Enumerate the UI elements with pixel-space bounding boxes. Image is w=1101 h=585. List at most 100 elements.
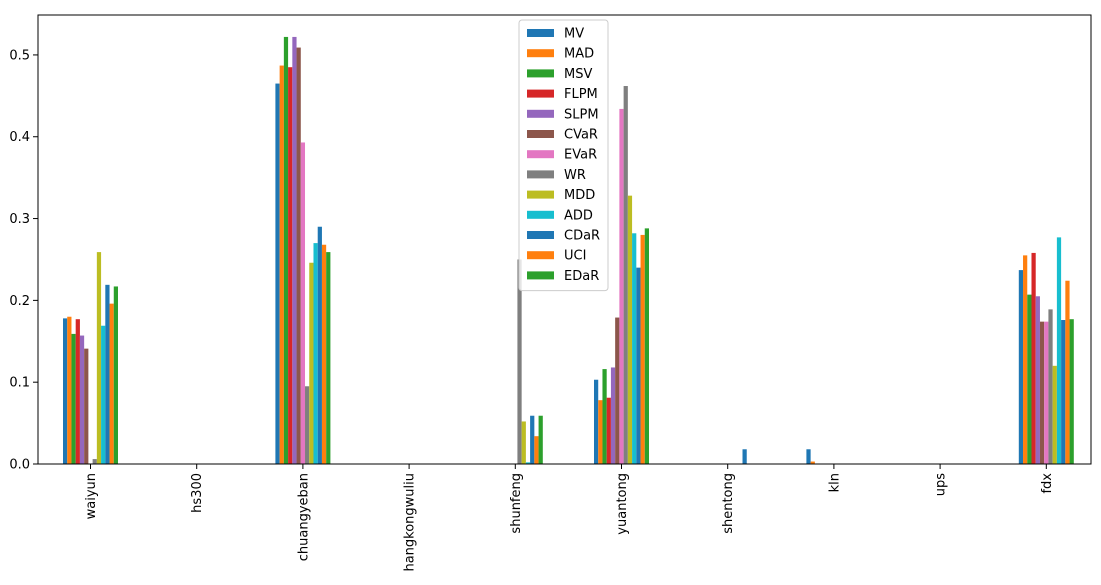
bar-wr-shunfeng: [517, 259, 522, 464]
bar-evar-yuantong: [619, 108, 624, 465]
legend-label-msv: MSV: [564, 67, 592, 82]
y-tick-label: 0.0: [9, 458, 30, 473]
bar-flpm-waiyun: [75, 319, 80, 464]
x-tick-label-kln: kln: [827, 473, 842, 492]
bar-uci-fdx: [1065, 280, 1070, 464]
legend-swatch-wr: [527, 170, 554, 179]
bar-slpm-yuantong: [610, 367, 616, 464]
legend-label-edar: EDaR: [564, 269, 599, 284]
bar-mad-waiyun: [67, 316, 72, 464]
x-tick-label-yuantong: yuantong: [615, 473, 630, 535]
bar-flpm-fdx: [1031, 252, 1036, 464]
bar-evar-chuangyeban: [300, 142, 306, 464]
bar-cvar-fdx: [1039, 321, 1045, 464]
legend-swatch-mad: [527, 49, 554, 58]
plot-frame: [37, 14, 1092, 465]
y-tick-label: 0.2: [9, 294, 30, 309]
bar-add-chuangyeban: [313, 243, 318, 464]
x-tick-label-chuangyeban: chuangyeban: [296, 473, 311, 561]
legend-label-slpm: SLPM: [564, 107, 599, 122]
bar-uci-chuangyeban: [321, 244, 327, 464]
bar-uci-yuantong: [640, 234, 645, 464]
legend-swatch-flpm: [527, 89, 554, 98]
bar-cvar-waiyun: [84, 348, 89, 464]
legend-swatch-msv: [527, 69, 554, 78]
legend-swatch-edar: [527, 271, 554, 280]
y-tick-label: 0.1: [9, 376, 30, 391]
legend-box: [518, 19, 609, 292]
bar-cdar-shentong: [742, 449, 747, 464]
bar-mad-yuantong: [598, 400, 603, 464]
bar-cdar-waiyun: [105, 284, 110, 464]
bar-edar-waiyun: [113, 286, 118, 464]
bar-mad-chuangyeban: [279, 65, 284, 464]
bar-edar-chuangyeban: [326, 252, 331, 464]
legend-label-add: ADD: [564, 208, 593, 223]
bar-uci-shunfeng: [534, 436, 539, 464]
bar-msv-fdx: [1027, 294, 1032, 464]
bar-add-waiyun: [101, 325, 106, 464]
y-tick-label: 0.4: [9, 130, 30, 145]
y-tick-label: 0.3: [9, 212, 30, 227]
x-tick-label-shunfeng: shunfeng: [509, 473, 524, 534]
bar-mdd-waiyun: [96, 252, 102, 464]
bar-mad-fdx: [1023, 255, 1028, 464]
bar-cdar-chuangyeban: [317, 226, 322, 464]
legend-swatch-mv: [527, 29, 554, 37]
bar-msv-waiyun: [71, 333, 76, 464]
bar-cvar-yuantong: [615, 317, 620, 464]
bar-mdd-chuangyeban: [309, 262, 314, 464]
legend: MV MAD MSV FLPM SLPM CVaR EVaR WR MDD ADD CDaR UCI E…: [518, 19, 609, 292]
bar-msv-chuangyeban: [283, 36, 289, 465]
legend-label-cdar: CDaR: [564, 229, 600, 244]
bar-add-fdx: [1056, 237, 1062, 464]
x-tick-label-shentong: shentong: [721, 473, 736, 534]
bars-layer: [63, 36, 1074, 465]
bar-slpm-waiyun: [79, 335, 85, 464]
bar-cdar-yuantong: [636, 267, 641, 464]
legend-swatch-cvar: [527, 130, 554, 138]
bar-wr-fdx: [1048, 309, 1053, 464]
bar-edar-yuantong: [644, 228, 649, 464]
bar-mdd-shunfeng: [521, 421, 526, 464]
bar-cdar-fdx: [1061, 320, 1066, 464]
bar-cvar-chuangyeban: [296, 47, 301, 465]
y-tick-label: 0.5: [9, 48, 30, 63]
legend-label-flpm: FLPM: [564, 87, 598, 102]
bar-cdar-shunfeng: [530, 415, 535, 464]
legend-label-cvar: CVaR: [564, 128, 598, 143]
bar-mdd-fdx: [1052, 365, 1057, 464]
bar-mdd-yuantong: [627, 195, 633, 464]
bar-wr-chuangyeban: [305, 386, 310, 464]
x-tick-label-ups: ups: [934, 473, 949, 496]
bar-mv-waiyun: [63, 318, 68, 464]
legend-label-evar: EVaR: [564, 148, 597, 163]
bar-msv-yuantong: [602, 369, 607, 464]
legend-swatch-add: [527, 210, 554, 219]
bar-slpm-fdx: [1035, 296, 1040, 464]
legend-label-mad: MAD: [564, 47, 594, 62]
bar-slpm-chuangyeban: [292, 36, 297, 465]
bar-mad-kln: [810, 461, 815, 464]
legend-swatch-uci: [527, 251, 554, 260]
bar-mv-chuangyeban: [275, 83, 280, 464]
x-axis: waiyun hs300 chuangyeban hangkongwuliu shunf…: [84, 464, 1055, 572]
legend-label-mdd: MDD: [564, 188, 595, 203]
y-axis: 0.0 0.1 0.2 0.3 0.4 0.5: [9, 48, 38, 473]
bar-edar-shunfeng: [538, 415, 543, 464]
legend-label-wr: WR: [564, 168, 586, 183]
legend-label-uci: UCI: [564, 249, 586, 264]
bar-wr-yuantong: [623, 86, 628, 465]
x-tick-label-waiyun: waiyun: [84, 473, 99, 519]
x-tick-label-hs300: hs300: [190, 473, 205, 513]
legend-swatch-cdar: [527, 231, 554, 239]
bar-add-yuantong: [632, 233, 637, 464]
bar-mv-fdx: [1018, 270, 1024, 464]
x-tick-label-fdx: fdx: [1040, 473, 1055, 494]
bar-flpm-chuangyeban: [288, 67, 293, 464]
legend-swatch-slpm: [527, 109, 554, 118]
legend-label-mv: MV: [564, 27, 584, 42]
bar-uci-waiyun: [109, 303, 114, 464]
bar-mv-yuantong: [594, 379, 599, 464]
